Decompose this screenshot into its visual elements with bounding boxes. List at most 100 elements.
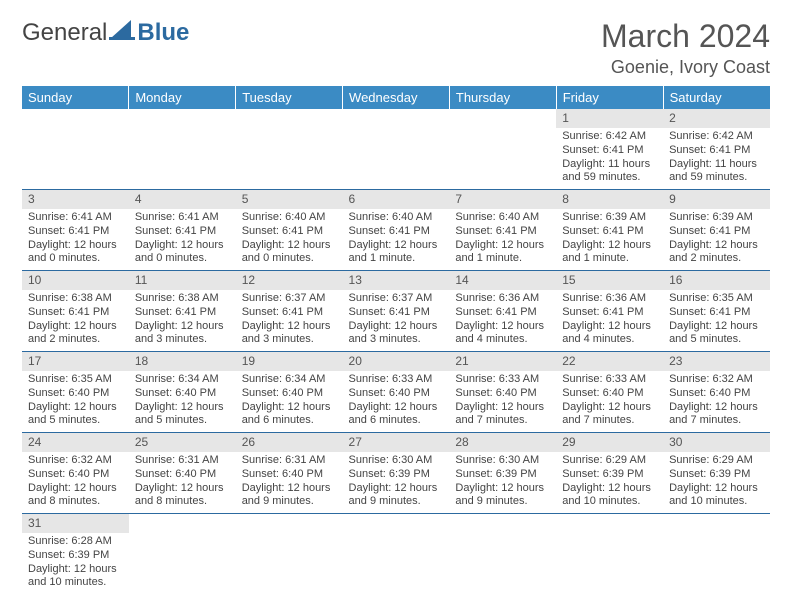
calendar-cell xyxy=(343,514,450,595)
day-number: 2 xyxy=(663,109,770,128)
sunrise-line: Sunrise: 6:38 AM xyxy=(28,292,123,306)
day-body: Sunrise: 6:42 AMSunset: 6:41 PMDaylight:… xyxy=(663,128,770,189)
sunrise-line: Sunrise: 6:30 AM xyxy=(349,454,444,468)
sunset-line: Sunset: 6:40 PM xyxy=(349,387,444,401)
calendar-cell: 31Sunrise: 6:28 AMSunset: 6:39 PMDayligh… xyxy=(22,514,129,595)
day-number: 11 xyxy=(129,271,236,290)
daylight-line: Daylight: 12 hours and 3 minutes. xyxy=(242,320,337,348)
sunset-line: Sunset: 6:40 PM xyxy=(135,387,230,401)
calendar-cell: 15Sunrise: 6:36 AMSunset: 6:41 PMDayligh… xyxy=(556,271,663,352)
calendar-cell: 7Sunrise: 6:40 AMSunset: 6:41 PMDaylight… xyxy=(449,190,556,271)
daylight-line: Daylight: 12 hours and 8 minutes. xyxy=(135,482,230,510)
sunset-line: Sunset: 6:41 PM xyxy=(669,144,764,158)
day-body: Sunrise: 6:38 AMSunset: 6:41 PMDaylight:… xyxy=(22,290,129,351)
sunrise-line: Sunrise: 6:29 AM xyxy=(669,454,764,468)
calendar-cell: 3Sunrise: 6:41 AMSunset: 6:41 PMDaylight… xyxy=(22,190,129,271)
calendar-cell: 10Sunrise: 6:38 AMSunset: 6:41 PMDayligh… xyxy=(22,271,129,352)
daylight-line: Daylight: 12 hours and 0 minutes. xyxy=(135,239,230,267)
sunset-line: Sunset: 6:39 PM xyxy=(28,549,123,563)
calendar-cell: 8Sunrise: 6:39 AMSunset: 6:41 PMDaylight… xyxy=(556,190,663,271)
day-number: 27 xyxy=(343,433,450,452)
day-body: Sunrise: 6:34 AMSunset: 6:40 PMDaylight:… xyxy=(236,371,343,432)
sunrise-line: Sunrise: 6:30 AM xyxy=(455,454,550,468)
day-number: 8 xyxy=(556,190,663,209)
sunset-line: Sunset: 6:39 PM xyxy=(562,468,657,482)
sunrise-line: Sunrise: 6:41 AM xyxy=(28,211,123,225)
day-body: Sunrise: 6:33 AMSunset: 6:40 PMDaylight:… xyxy=(449,371,556,432)
sunrise-line: Sunrise: 6:33 AM xyxy=(455,373,550,387)
sunset-line: Sunset: 6:41 PM xyxy=(28,225,123,239)
daylight-line: Daylight: 12 hours and 5 minutes. xyxy=(28,401,123,429)
day-number: 22 xyxy=(556,352,663,371)
sunset-line: Sunset: 6:40 PM xyxy=(135,468,230,482)
sunset-line: Sunset: 6:41 PM xyxy=(562,225,657,239)
sunrise-line: Sunrise: 6:32 AM xyxy=(669,373,764,387)
daylight-line: Daylight: 12 hours and 0 minutes. xyxy=(28,239,123,267)
day-body: Sunrise: 6:32 AMSunset: 6:40 PMDaylight:… xyxy=(22,452,129,513)
daylight-line: Daylight: 12 hours and 2 minutes. xyxy=(669,239,764,267)
day-number: 4 xyxy=(129,190,236,209)
day-body: Sunrise: 6:36 AMSunset: 6:41 PMDaylight:… xyxy=(556,290,663,351)
day-body: Sunrise: 6:38 AMSunset: 6:41 PMDaylight:… xyxy=(129,290,236,351)
calendar-cell xyxy=(236,109,343,190)
day-body: Sunrise: 6:40 AMSunset: 6:41 PMDaylight:… xyxy=(343,209,450,270)
sunrise-line: Sunrise: 6:33 AM xyxy=(562,373,657,387)
day-body: Sunrise: 6:39 AMSunset: 6:41 PMDaylight:… xyxy=(556,209,663,270)
sunset-line: Sunset: 6:41 PM xyxy=(135,225,230,239)
daylight-line: Daylight: 12 hours and 7 minutes. xyxy=(455,401,550,429)
day-body: Sunrise: 6:33 AMSunset: 6:40 PMDaylight:… xyxy=(343,371,450,432)
sunset-line: Sunset: 6:41 PM xyxy=(455,225,550,239)
sunset-line: Sunset: 6:41 PM xyxy=(669,306,764,320)
daylight-line: Daylight: 11 hours and 59 minutes. xyxy=(562,158,657,186)
daylight-line: Daylight: 12 hours and 0 minutes. xyxy=(242,239,337,267)
calendar-cell xyxy=(556,514,663,595)
day-number: 16 xyxy=(663,271,770,290)
calendar-week-row: 17Sunrise: 6:35 AMSunset: 6:40 PMDayligh… xyxy=(22,352,770,433)
calendar-table: SundayMondayTuesdayWednesdayThursdayFrid… xyxy=(22,86,770,594)
day-number: 25 xyxy=(129,433,236,452)
weekday-header: Wednesday xyxy=(343,86,450,109)
day-body: Sunrise: 6:40 AMSunset: 6:41 PMDaylight:… xyxy=(236,209,343,270)
calendar-cell: 2Sunrise: 6:42 AMSunset: 6:41 PMDaylight… xyxy=(663,109,770,190)
day-number: 12 xyxy=(236,271,343,290)
weekday-header: Sunday xyxy=(22,86,129,109)
day-number: 17 xyxy=(22,352,129,371)
sunrise-line: Sunrise: 6:40 AM xyxy=(455,211,550,225)
day-body: Sunrise: 6:32 AMSunset: 6:40 PMDaylight:… xyxy=(663,371,770,432)
brand-part2: Blue xyxy=(137,19,189,47)
day-number: 26 xyxy=(236,433,343,452)
day-number: 13 xyxy=(343,271,450,290)
sunset-line: Sunset: 6:40 PM xyxy=(242,387,337,401)
day-body: Sunrise: 6:33 AMSunset: 6:40 PMDaylight:… xyxy=(556,371,663,432)
sunrise-line: Sunrise: 6:35 AM xyxy=(669,292,764,306)
day-body: Sunrise: 6:40 AMSunset: 6:41 PMDaylight:… xyxy=(449,209,556,270)
day-number: 24 xyxy=(22,433,129,452)
sunset-line: Sunset: 6:41 PM xyxy=(242,306,337,320)
day-body: Sunrise: 6:29 AMSunset: 6:39 PMDaylight:… xyxy=(663,452,770,513)
day-number: 21 xyxy=(449,352,556,371)
calendar-cell xyxy=(129,109,236,190)
weekday-header: Friday xyxy=(556,86,663,109)
day-number: 30 xyxy=(663,433,770,452)
calendar-week-row: 10Sunrise: 6:38 AMSunset: 6:41 PMDayligh… xyxy=(22,271,770,352)
day-body: Sunrise: 6:41 AMSunset: 6:41 PMDaylight:… xyxy=(22,209,129,270)
calendar-body: 1Sunrise: 6:42 AMSunset: 6:41 PMDaylight… xyxy=(22,109,770,594)
sunrise-line: Sunrise: 6:34 AM xyxy=(135,373,230,387)
day-body: Sunrise: 6:29 AMSunset: 6:39 PMDaylight:… xyxy=(556,452,663,513)
calendar-cell: 6Sunrise: 6:40 AMSunset: 6:41 PMDaylight… xyxy=(343,190,450,271)
daylight-line: Daylight: 12 hours and 1 minute. xyxy=(349,239,444,267)
calendar-cell: 1Sunrise: 6:42 AMSunset: 6:41 PMDaylight… xyxy=(556,109,663,190)
calendar-cell: 24Sunrise: 6:32 AMSunset: 6:40 PMDayligh… xyxy=(22,433,129,514)
daylight-line: Daylight: 12 hours and 4 minutes. xyxy=(562,320,657,348)
calendar-cell: 18Sunrise: 6:34 AMSunset: 6:40 PMDayligh… xyxy=(129,352,236,433)
calendar-cell: 21Sunrise: 6:33 AMSunset: 6:40 PMDayligh… xyxy=(449,352,556,433)
weekday-header: Monday xyxy=(129,86,236,109)
day-number: 5 xyxy=(236,190,343,209)
calendar-cell xyxy=(449,109,556,190)
sunrise-line: Sunrise: 6:36 AM xyxy=(562,292,657,306)
sunrise-line: Sunrise: 6:40 AM xyxy=(242,211,337,225)
day-number: 18 xyxy=(129,352,236,371)
sunrise-line: Sunrise: 6:31 AM xyxy=(242,454,337,468)
day-body: Sunrise: 6:28 AMSunset: 6:39 PMDaylight:… xyxy=(22,533,129,594)
daylight-line: Daylight: 12 hours and 10 minutes. xyxy=(669,482,764,510)
